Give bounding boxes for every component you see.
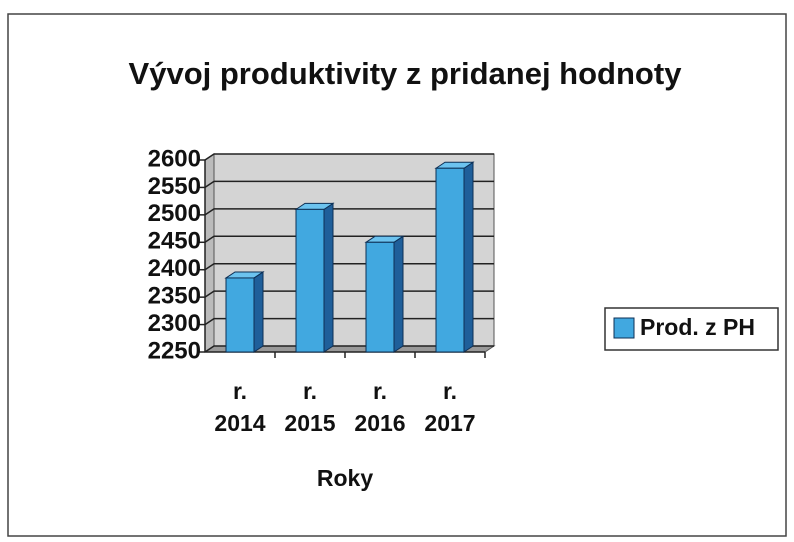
y-tick-label: 2350: [148, 282, 201, 309]
bar-side: [253, 271, 264, 353]
x-tick-label: r. 2015: [284, 378, 336, 436]
grid-line: [204, 208, 494, 216]
y-tick-label: 2400: [148, 255, 201, 282]
y-tick-label: 2550: [148, 173, 201, 200]
x-tick-label: r. 2016: [354, 378, 406, 436]
y-tick-label: 2250: [148, 337, 201, 364]
bar-side: [393, 235, 404, 353]
bar-side: [323, 202, 334, 353]
bar: [365, 241, 395, 353]
grid-line: [204, 153, 494, 161]
bar: [225, 277, 255, 353]
x-tick-label: r. 2017: [424, 378, 476, 436]
y-tick-label: 2500: [148, 200, 201, 227]
bar: [435, 167, 465, 353]
x-axis-label: Roky: [317, 465, 373, 491]
bar: [295, 208, 325, 353]
chart-title: Vývoj produktivity z pridanej hodnoty: [129, 56, 683, 91]
bar-side: [463, 161, 474, 353]
legend-label: Prod. z PH: [640, 314, 755, 340]
legend-marker: [613, 317, 635, 339]
y-tick-label: 2600: [148, 145, 201, 172]
x-tick-label: r. 2014: [214, 378, 266, 436]
grid-line: [204, 180, 494, 189]
y-tick-label: 2300: [148, 310, 201, 337]
y-tick-label: 2450: [148, 228, 201, 255]
